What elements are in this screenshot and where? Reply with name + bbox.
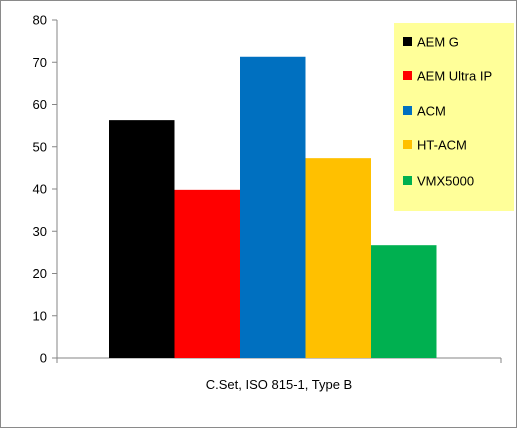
legend: AEM G AEM Ultra IP ACM HT-ACM VMX5000 bbox=[394, 23, 514, 211]
x-tick-label: C.Set, ISO 815-1, Type B bbox=[206, 377, 352, 392]
bar bbox=[240, 56, 306, 358]
legend-label: VMX5000 bbox=[417, 174, 474, 189]
legend-swatch bbox=[403, 106, 412, 115]
legend-swatch bbox=[403, 71, 412, 80]
y-tick-label: 40 bbox=[33, 182, 47, 197]
bars bbox=[109, 56, 437, 358]
legend-box bbox=[394, 23, 514, 211]
bar bbox=[371, 245, 437, 358]
bar bbox=[174, 189, 240, 358]
legend-swatch bbox=[403, 140, 412, 149]
legend-label: HT-ACM bbox=[417, 138, 467, 153]
legend-swatch bbox=[403, 176, 412, 185]
y-tick-label: 10 bbox=[33, 308, 47, 323]
bar bbox=[109, 120, 175, 358]
legend-swatch bbox=[403, 37, 412, 46]
x-tick-labels: C.Set, ISO 815-1, Type B bbox=[206, 377, 352, 392]
y-tick-label: 0 bbox=[40, 351, 47, 366]
y-tick-labels: 0 10 20 30 40 50 60 70 80 bbox=[33, 13, 47, 366]
y-tick-label: 20 bbox=[33, 266, 47, 281]
legend-label: AEM G bbox=[417, 35, 459, 50]
y-tick-label: 60 bbox=[33, 97, 47, 112]
y-tick-label: 70 bbox=[33, 55, 47, 70]
bar bbox=[305, 158, 371, 358]
legend-label: ACM bbox=[417, 104, 446, 119]
y-tick-label: 50 bbox=[33, 139, 47, 154]
legend-label: AEM Ultra IP bbox=[417, 69, 492, 84]
y-tick-label: 30 bbox=[33, 224, 47, 239]
y-tick-label: 80 bbox=[33, 13, 47, 28]
